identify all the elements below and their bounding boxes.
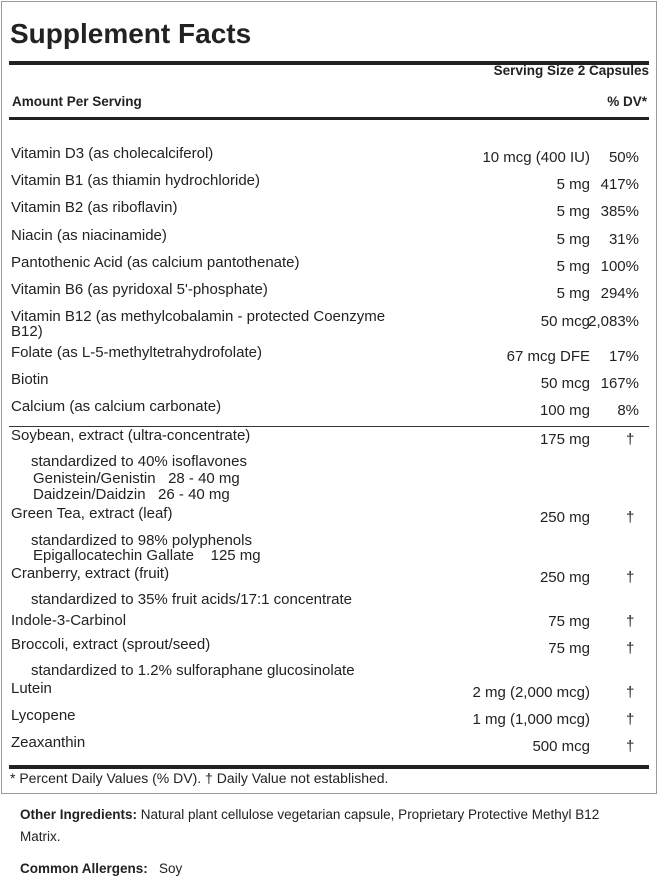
dagger-not-established: † <box>626 569 635 586</box>
nutrient-amount: 5 mg <box>556 258 590 275</box>
nutrient-name: Niacin (as niacinamide) <box>11 227 167 244</box>
dagger-not-established: † <box>626 509 635 526</box>
ingredient-name: Lycopene <box>11 707 76 724</box>
ingredient-name: Green Tea, extract (leaf) <box>11 505 173 522</box>
nutrient-dv: 294% <box>600 285 639 302</box>
nutrient-name: Pantothenic Acid (as calcium pantothenat… <box>11 254 300 271</box>
ingredient-name: Indole-3-Carbinol <box>11 612 127 629</box>
nutrient-amount: 67 mcg DFE <box>506 348 590 365</box>
serving-size: Serving Size 2 Capsules <box>493 63 649 78</box>
ingredient-amount: 1 mg (1,000 mcg) <box>472 711 590 728</box>
other-ingredients-label: Other Ingredients: <box>20 807 138 822</box>
ingredient-name: Broccoli, extract (sprout/seed) <box>11 636 211 653</box>
nutrient-name: Vitamin B2 (as riboflavin) <box>11 199 178 216</box>
facts-panel-border <box>1 1 657 794</box>
ingredient-amount: 500 mcg <box>532 738 590 755</box>
ingredient-name: Lutein <box>11 680 52 697</box>
footnote: * Percent Daily Values (% DV). † Daily V… <box>10 770 389 786</box>
nutrient-dv: 17% <box>608 348 639 365</box>
nutrient-name: Vitamin B1 (as thiamin hydrochloride) <box>11 172 261 189</box>
nutrient-dv: 385% <box>600 203 639 220</box>
common-allergens: Common Allergens: Soy <box>20 858 640 879</box>
ingredient-detail: Epigallocatechin Gallate 125 mg <box>33 547 261 564</box>
ingredient-detail: Daidzein/Daidzin 26 - 40 mg <box>33 486 230 503</box>
ingredient-amount: 250 mg <box>539 569 590 586</box>
ingredient-detail: standardized to 40% isoflavones <box>31 453 247 470</box>
dagger-not-established: † <box>626 613 635 630</box>
other-ingredients-text: Natural plant cellulose vegetarian capsu… <box>20 807 600 844</box>
ingredient-amount: 250 mg <box>539 509 590 526</box>
page-title: Supplement Facts <box>10 18 252 49</box>
allergens-text: Soy <box>159 861 183 876</box>
dagger-not-established: † <box>626 738 635 755</box>
ingredient-amount: 2 mg (2,000 mcg) <box>472 684 590 701</box>
section-divider <box>9 426 649 427</box>
dagger-not-established: † <box>626 684 635 701</box>
dv-header: % DV* <box>607 94 647 109</box>
nutrient-name: Biotin <box>11 371 49 388</box>
nutrient-name: Vitamin B6 (as pyridoxal 5'-phosphate) <box>11 281 268 298</box>
amount-per-serving-header: Amount Per Serving <box>12 94 142 109</box>
dagger-not-established: † <box>626 431 635 448</box>
nutrient-name: Calcium (as calcium carbonate) <box>11 398 222 415</box>
ingredient-detail: standardized to 35% fruit acids/17:1 con… <box>31 591 353 608</box>
nutrient-dv: 167% <box>600 375 639 392</box>
thick-divider <box>9 765 649 769</box>
nutrient-dv: 417% <box>600 176 639 193</box>
nutrient-amount: 50 mcg <box>540 375 590 392</box>
nutrient-dv: 31% <box>608 231 639 248</box>
ingredient-amount: 75 mg <box>548 613 590 630</box>
ingredient-amount: 175 mg <box>539 431 590 448</box>
ingredient-detail: standardized to 1.2% sulforaphane glucos… <box>31 662 355 679</box>
nutrient-dv: 2,083% <box>588 313 639 330</box>
nutrient-amount: 5 mg <box>556 285 590 302</box>
nutrient-amount: 10 mcg (400 IU) <box>482 149 590 166</box>
nutrient-amount: 100 mg <box>539 402 590 419</box>
nutrient-name: Folate (as L-5-methyltetrahydrofolate) <box>11 344 262 361</box>
nutrient-amount: 5 mg <box>556 176 590 193</box>
nutrient-name-continued: B12) <box>11 323 43 340</box>
nutrient-dv: 100% <box>600 258 639 275</box>
ingredient-detail: Genistein/Genistin 28 - 40 mg <box>33 470 240 487</box>
ingredient-name: Zeaxanthin <box>11 734 86 751</box>
thick-divider <box>9 61 649 65</box>
nutrient-amount: 5 mg <box>556 203 590 220</box>
ingredient-name: Soybean, extract (ultra-concentrate) <box>11 427 251 444</box>
nutrient-amount: 5 mg <box>556 231 590 248</box>
dagger-not-established: † <box>626 640 635 657</box>
ingredient-name: Cranberry, extract (fruit) <box>11 565 170 582</box>
nutrient-name: Vitamin D3 (as cholecalciferol) <box>11 145 214 162</box>
other-ingredients: Other Ingredients: Natural plant cellulo… <box>20 804 640 848</box>
nutrient-name: Vitamin B12 (as methylcobalamin - protec… <box>11 308 386 325</box>
ingredient-amount: 75 mg <box>548 640 590 657</box>
thick-divider <box>9 117 649 120</box>
allergens-label: Common Allergens: <box>20 861 148 876</box>
ingredient-detail: standardized to 98% polyphenols <box>31 532 252 549</box>
nutrient-amount: 50 mcg <box>540 313 590 330</box>
dagger-not-established: † <box>626 711 635 728</box>
nutrient-dv: 50% <box>608 149 639 166</box>
nutrient-dv: 8% <box>617 402 639 419</box>
